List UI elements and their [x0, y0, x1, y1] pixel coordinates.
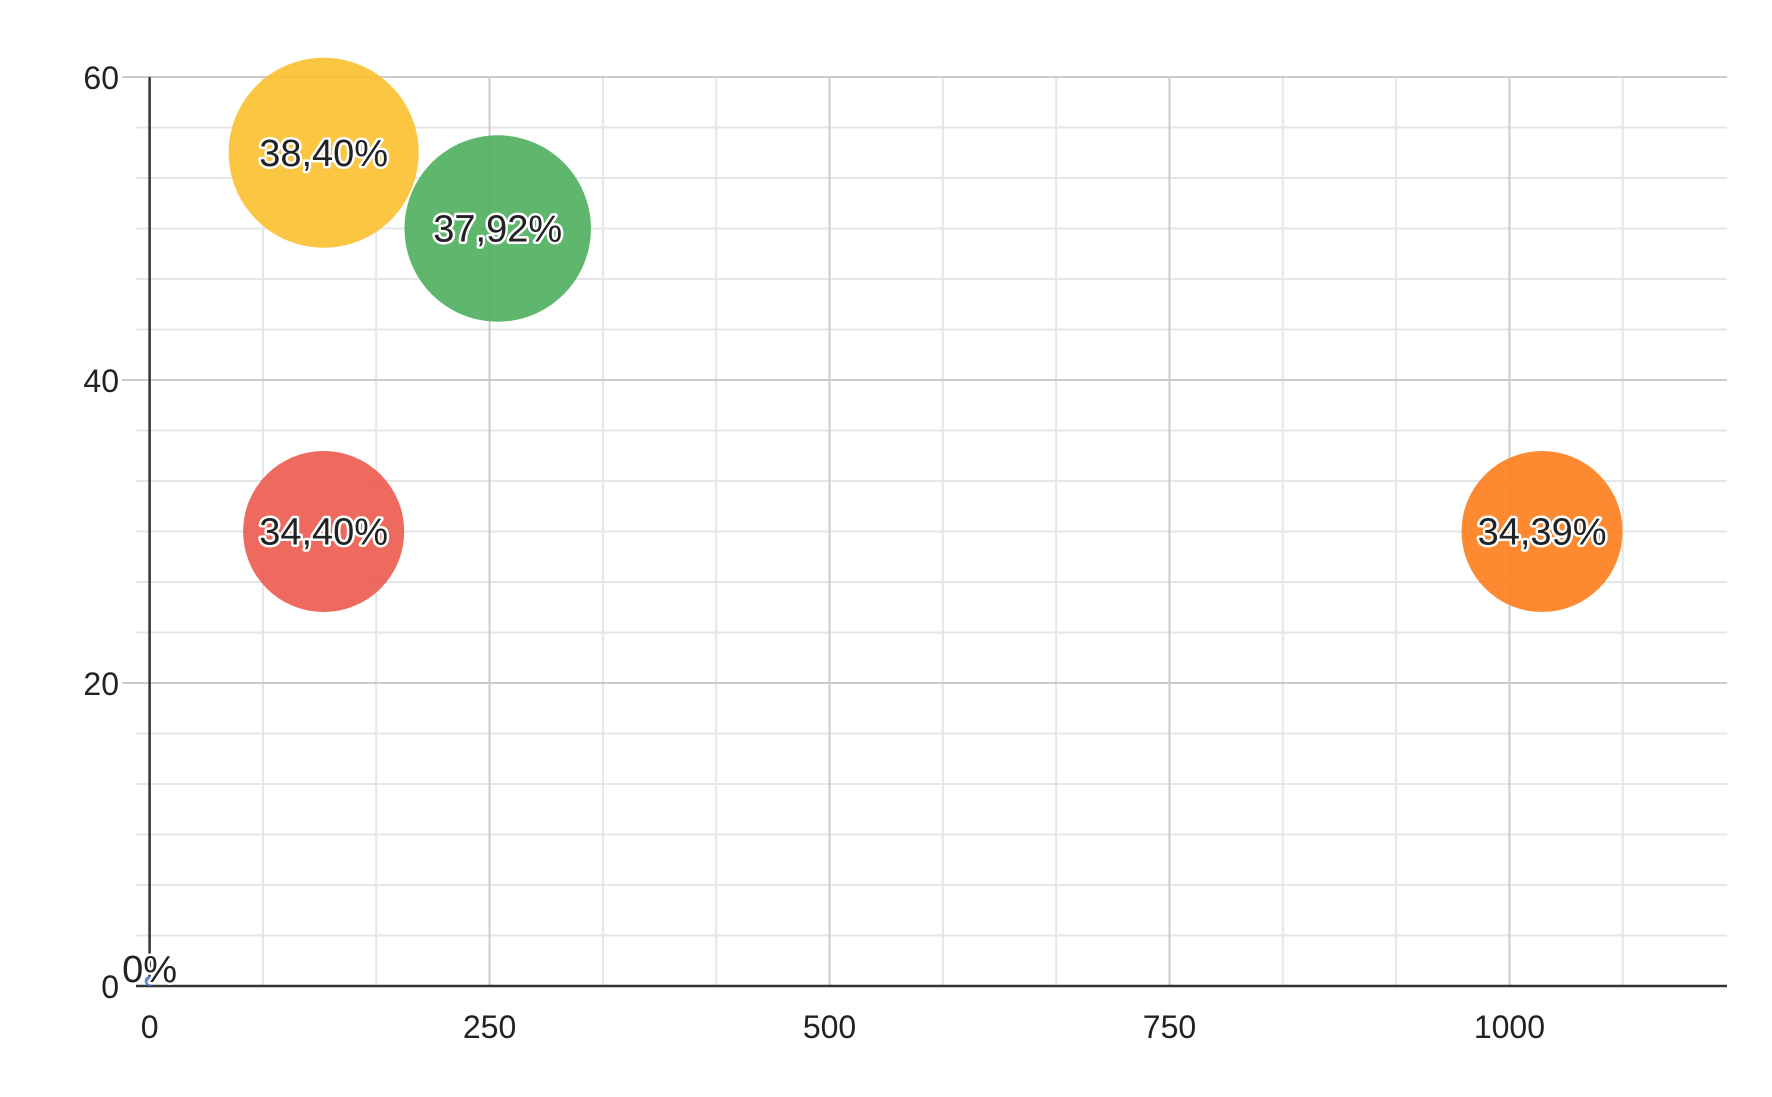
- x-tick-label: 750: [1143, 1009, 1196, 1045]
- bubble: [243, 450, 405, 613]
- y-tick-label: 40: [83, 363, 119, 399]
- bubble-data-label: 0%: [122, 949, 177, 991]
- axes: [136, 77, 1727, 988]
- tick-labels: 0 250 500 750 1000 0 20 40 60: [83, 60, 1545, 1045]
- bubble-data-label: 37,92%: [433, 209, 562, 251]
- x-tick-label: 250: [463, 1009, 516, 1045]
- bubble-data-label: 34,40%: [259, 512, 388, 554]
- y-tick-label: 20: [83, 666, 119, 702]
- y-tick-label: 60: [83, 60, 119, 96]
- bubble: [144, 976, 155, 986]
- x-tick-label: 500: [803, 1009, 856, 1045]
- bubble-data-label: 34,39%: [1478, 512, 1607, 554]
- y-tick-label: 0: [101, 969, 119, 1005]
- x-tick-label: 0: [141, 1009, 159, 1045]
- grid: [122, 76, 1727, 986]
- x-tick-label: 1000: [1474, 1009, 1545, 1045]
- bubbles: [144, 57, 1623, 986]
- bubble-data-label: 38,40%: [259, 133, 388, 175]
- bubble: [1461, 450, 1623, 613]
- bubble: [228, 57, 419, 248]
- bubble: [404, 135, 591, 322]
- data-labels: 0% 38,40% 37,92% 34,40% 34,39%: [120, 130, 1609, 993]
